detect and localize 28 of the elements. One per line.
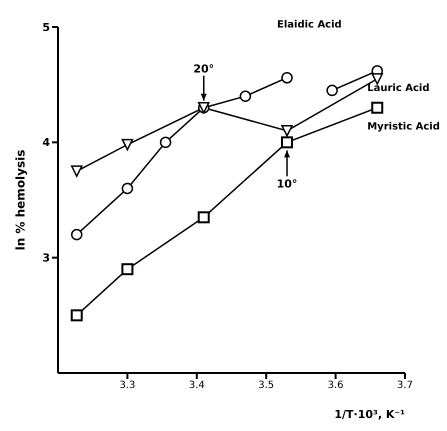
x-tick-label: 3.5 <box>258 380 274 392</box>
series-label: Myristic Acid <box>367 122 440 133</box>
point <box>122 182 134 194</box>
annotation: 10° <box>276 177 298 190</box>
point <box>70 228 82 240</box>
point <box>70 309 83 322</box>
point <box>198 211 210 224</box>
point <box>240 90 252 102</box>
y-tick-label: 4 <box>42 136 50 150</box>
point <box>326 84 338 96</box>
point <box>371 102 384 114</box>
point <box>281 72 293 84</box>
y-tick-label: 5 <box>42 20 50 34</box>
point <box>70 165 82 177</box>
text: Elaidic Acid <box>277 20 342 31</box>
x-tick-label: 3.7 <box>397 380 413 392</box>
point <box>122 138 134 150</box>
x-tick-label: 3.6 <box>328 380 344 392</box>
series-label: Lauric Acid <box>367 82 430 94</box>
x-axis-title: 1/T·10³, K⁻¹ <box>334 408 406 421</box>
point <box>160 136 172 148</box>
x-tick-label: 3.3 <box>119 380 136 392</box>
y-axis-title: ln % hemolysis <box>13 150 28 250</box>
y-tick-label: 3 <box>42 252 50 265</box>
point <box>281 136 294 148</box>
x-tick-label: 3.4 <box>188 380 205 392</box>
annotation: 20° <box>193 62 214 76</box>
point <box>121 263 134 276</box>
